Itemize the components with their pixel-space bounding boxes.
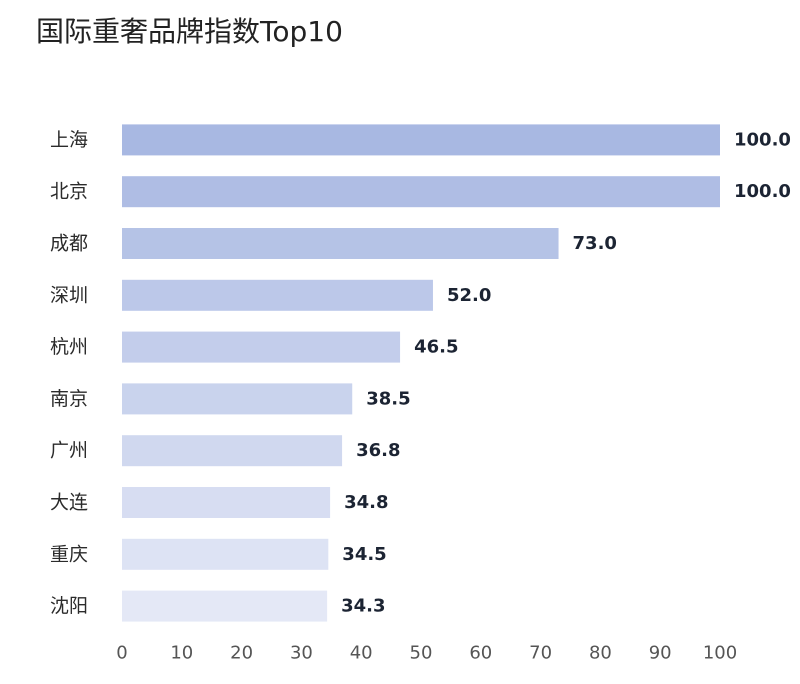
category-label: 上海 [50, 129, 88, 151]
bar-深圳 [122, 279, 433, 311]
value-label: 46.5 [414, 337, 458, 358]
category-label: 南京 [50, 388, 88, 410]
x-tick-label: 80 [589, 643, 612, 664]
bar-沈阳 [122, 590, 328, 622]
x-tick-label: 60 [469, 643, 492, 664]
x-tick-label: 0 [116, 643, 127, 664]
bar-上海 [122, 124, 720, 156]
category-label: 北京 [50, 181, 88, 203]
bar-重庆 [122, 538, 329, 570]
x-tick-label: 10 [170, 643, 193, 664]
x-tick-label: 70 [529, 643, 552, 664]
x-tick-label: 40 [350, 643, 373, 664]
value-label: 34.3 [341, 596, 385, 617]
x-tick-label: 50 [410, 643, 433, 664]
value-label: 100.0 [734, 181, 791, 202]
bar-南京 [122, 383, 353, 415]
value-label: 36.8 [356, 440, 400, 461]
value-label: 100.0 [734, 129, 791, 150]
category-label: 重庆 [50, 543, 88, 565]
x-tick-label: 90 [649, 643, 672, 664]
x-tick-label: 100 [703, 643, 737, 664]
value-label: 34.5 [342, 544, 386, 565]
category-label: 成都 [50, 233, 88, 255]
value-label: 73.0 [573, 233, 617, 254]
chart-title: 国际重奢品牌指数Top10 [36, 15, 343, 48]
value-label: 52.0 [447, 285, 491, 306]
category-label: 大连 [50, 492, 88, 514]
category-label: 沈阳 [50, 595, 88, 617]
value-label: 38.5 [366, 388, 410, 409]
bar-大连 [122, 487, 331, 518]
bar-成都 [122, 228, 559, 259]
bar-广州 [122, 435, 343, 467]
category-label: 杭州 [50, 336, 88, 358]
x-tick-label: 20 [230, 643, 253, 664]
bar-北京 [122, 176, 720, 208]
x-tick-label: 30 [290, 643, 313, 664]
value-label: 34.8 [344, 492, 388, 513]
category-label: 深圳 [50, 284, 88, 306]
category-label: 广州 [50, 440, 88, 462]
bar-杭州 [122, 331, 401, 363]
